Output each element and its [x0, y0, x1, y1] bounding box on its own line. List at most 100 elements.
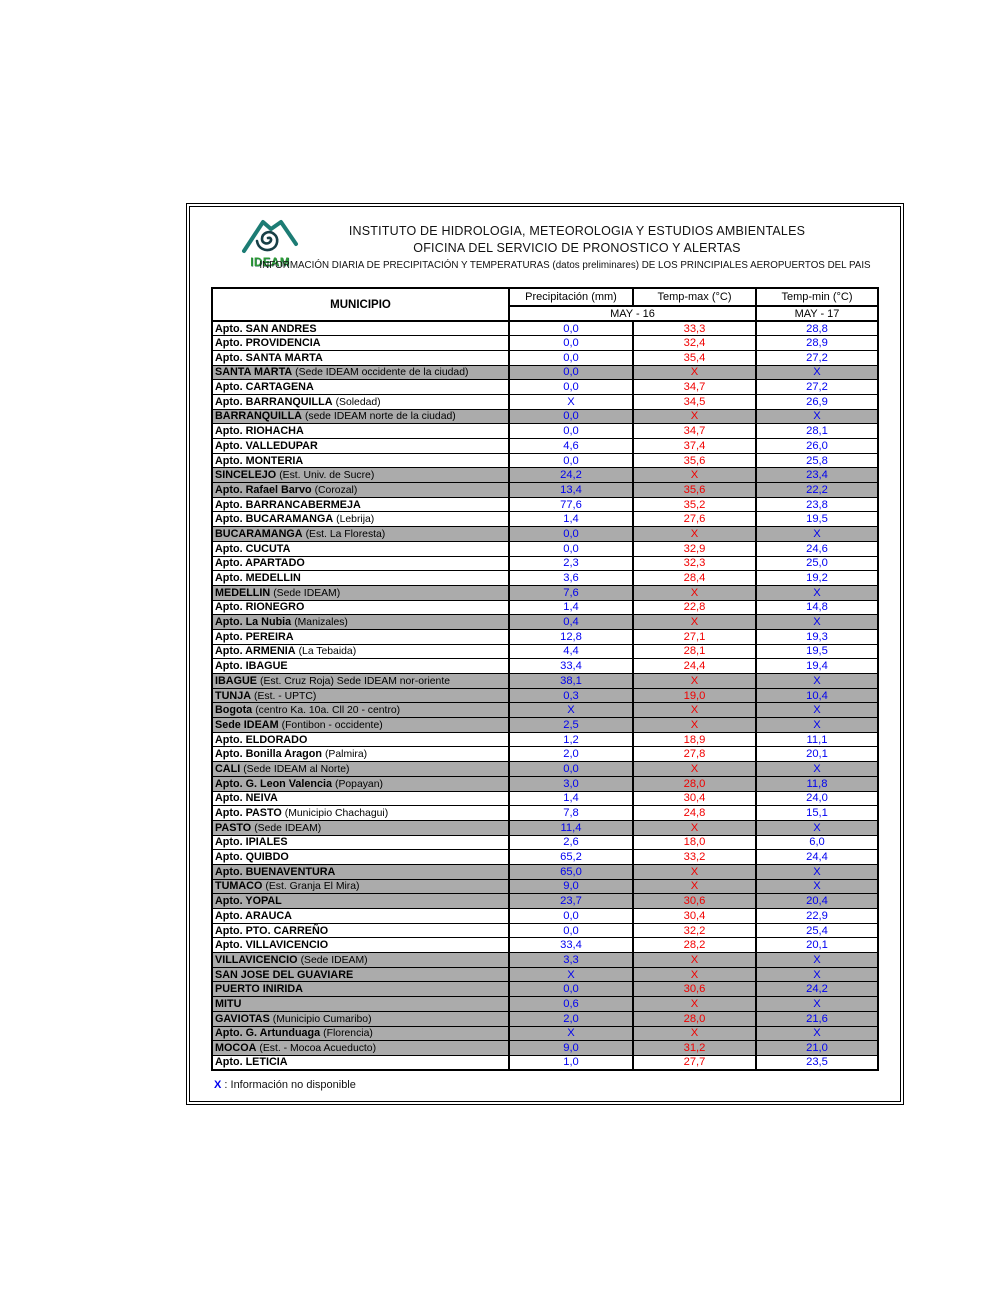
table-row: Apto. SANTA MARTA 0,0 35,4 27,2	[211, 349, 879, 366]
precipitacion-cell: 7,8	[508, 805, 634, 821]
precipitacion-cell: 0,0	[508, 379, 634, 395]
temp-max-cell: 34,7	[632, 423, 757, 439]
municipio-cell: Apto. ELDORADO	[211, 731, 510, 747]
temp-min-cell: 22,2	[755, 482, 879, 498]
table-row: Apto. QUIBDO 65,2 33,2 24,4	[211, 849, 879, 865]
report-subtitle: OFICINA DEL SERVICIO DE PRONOSTICO Y ALE…	[413, 241, 741, 255]
municipio-cell: Apto. QUIBDO	[211, 849, 510, 865]
municipio-cell: MOCOA (Est. - Mocoa Acueducto)	[211, 1040, 510, 1056]
temp-min-cell: X	[755, 996, 879, 1012]
temp-max-cell: X	[632, 1025, 757, 1041]
temp-min-cell: 19,2	[755, 570, 879, 586]
temp-max-cell: 35,6	[632, 482, 757, 498]
footnote: X : Información no disponible	[214, 1079, 356, 1091]
table-row: TUMACO (Est. Granja El Mira) 9,0 X X	[211, 878, 879, 894]
table-row: Apto. G. Leon Valencia (Popayan) 3,0 28,0 1…	[211, 775, 879, 791]
temp-max-cell: 18,9	[632, 731, 757, 747]
municipio-cell: Apto. NEIVA	[211, 790, 510, 806]
precipitacion-cell: 24,2	[508, 467, 634, 483]
municipio-cell: Apto. Bonilla Aragon (Palmira)	[211, 746, 510, 762]
temp-min-cell: 20,4	[755, 893, 879, 909]
precipitacion-cell: 9,0	[508, 878, 634, 894]
temp-min-cell: 6,0	[755, 834, 879, 850]
temp-max-cell: 35,4	[632, 349, 757, 366]
municipio-cell: Apto. BUENAVENTURA	[211, 863, 510, 880]
temp-max-cell: X	[632, 863, 757, 880]
table-row: Apto. IPIALES 2,6 18,0 6,0	[211, 834, 879, 850]
table-row: Apto. RIOHACHA 0,0 34,7 28,1	[211, 423, 879, 439]
temp-max-cell: X	[632, 364, 757, 380]
precipitacion-cell: 0,0	[508, 364, 634, 380]
precipitacion-cell: 2,5	[508, 717, 634, 733]
temp-max-cell: X	[632, 614, 757, 630]
table-row: Apto. ARMENIA (La Tebaida) 4,4 28,1 19,5	[211, 643, 879, 659]
municipio-cell: Apto. BARRANCABERMEJA	[211, 496, 510, 512]
footnote-text: : Información no disponible	[221, 1079, 356, 1091]
table-row: SINCELEJO (Est. Univ. de Sucre) 24,2 X 23,4	[211, 467, 879, 483]
temp-min-cell: X	[755, 673, 879, 689]
temp-max-cell: 27,7	[632, 1054, 757, 1071]
table-row: Apto. LETICIA 1,0 27,7 23,5	[211, 1054, 879, 1071]
precipitacion-cell: 0,0	[508, 908, 634, 924]
municipio-cell: TUNJA (Est. - UPTC)	[211, 687, 510, 703]
temp-max-cell: 35,6	[632, 452, 757, 468]
precipitacion-cell: 33,4	[508, 658, 634, 674]
table-row: Apto. PROVIDENCIA 0,0 32,4 28,9	[211, 335, 879, 351]
temp-min-cell: 25,4	[755, 922, 879, 938]
precipitacion-cell: X	[508, 702, 634, 718]
temp-min-cell: X	[755, 702, 879, 718]
temp-max-cell: X	[632, 761, 757, 777]
column-header-temp-min: Temp-min (°C)	[755, 287, 879, 307]
table-row: SANTA MARTA (Sede IDEAM occidente de la …	[211, 364, 879, 380]
table-row: MOCOA (Est. - Mocoa Acueducto) 9,0 31,2 21,…	[211, 1040, 879, 1056]
table-row: MITU 0,6 X X	[211, 996, 879, 1012]
temp-min-cell: X	[755, 761, 879, 777]
municipio-cell: PASTO (Sede IDEAM)	[211, 819, 510, 836]
temp-min-cell: 25,8	[755, 452, 879, 468]
temp-max-cell: 32,3	[632, 555, 757, 571]
temp-max-cell: X	[632, 952, 757, 968]
temp-min-cell: 19,3	[755, 628, 879, 645]
temp-max-cell: 30,6	[632, 981, 757, 997]
temp-max-cell: X	[632, 584, 757, 601]
municipio-cell: Apto. VILLAVICENCIO	[211, 937, 510, 953]
temp-min-cell: X	[755, 863, 879, 880]
temp-min-cell: 26,9	[755, 393, 879, 410]
temp-min-cell: 24,0	[755, 790, 879, 806]
temp-max-cell: 24,8	[632, 805, 757, 821]
temp-min-cell: 14,8	[755, 599, 879, 615]
precipitacion-cell: 0,0	[508, 761, 634, 777]
temp-max-cell: 32,2	[632, 922, 757, 938]
precipitacion-cell: 2,0	[508, 746, 634, 762]
precipitacion-cell: 0,0	[508, 452, 634, 468]
table-row: PUERTO INIRIDA 0,0 30,6 24,2	[211, 981, 879, 997]
municipio-cell: Apto. LETICIA	[211, 1054, 510, 1071]
precipitacion-cell: 7,6	[508, 584, 634, 601]
table-row: VILLAVICENCIO (Sede IDEAM) 3,3 X X	[211, 952, 879, 968]
temp-min-cell: 28,8	[755, 320, 879, 336]
temp-min-cell: 19,5	[755, 643, 879, 659]
weather-table-head: MUNICIPIO Precipitación (mm) Temp-max (°…	[211, 287, 879, 322]
temp-max-cell: 30,4	[632, 908, 757, 924]
temp-max-cell: 24,4	[632, 658, 757, 674]
temp-min-cell: X	[755, 364, 879, 380]
municipio-cell: Apto. G. Leon Valencia (Popayan)	[211, 775, 510, 791]
report-frame: IDEAM INSTITUTO DE HIDROLOGIA, METEOROLO…	[186, 203, 904, 1105]
temp-min-cell: 21,6	[755, 1010, 879, 1026]
temp-max-cell: 30,4	[632, 790, 757, 806]
temp-max-cell: X	[632, 408, 757, 424]
temp-max-cell: 28,0	[632, 775, 757, 791]
municipio-cell: Apto. RIOHACHA	[211, 423, 510, 439]
precipitacion-cell: 3,0	[508, 775, 634, 791]
ideam-mountain-swirl-icon	[242, 220, 298, 253]
temp-min-cell: X	[755, 966, 879, 982]
temp-max-cell: 28,0	[632, 1010, 757, 1026]
table-row: Apto. SAN ANDRES 0,0 33,3 28,8	[211, 320, 879, 336]
temp-max-cell: 37,4	[632, 438, 757, 454]
temp-max-cell: X	[632, 819, 757, 836]
table-row: Apto. PTO. CARREÑO 0,0 32,2 25,4	[211, 922, 879, 938]
municipio-cell: PUERTO INIRIDA	[211, 981, 510, 997]
municipio-cell: Apto. PASTO (Municipio Chachagui)	[211, 805, 510, 821]
municipio-cell: Apto. RIONEGRO	[211, 599, 510, 615]
table-row: Apto. APARTADO 2,3 32,3 25,0	[211, 555, 879, 571]
